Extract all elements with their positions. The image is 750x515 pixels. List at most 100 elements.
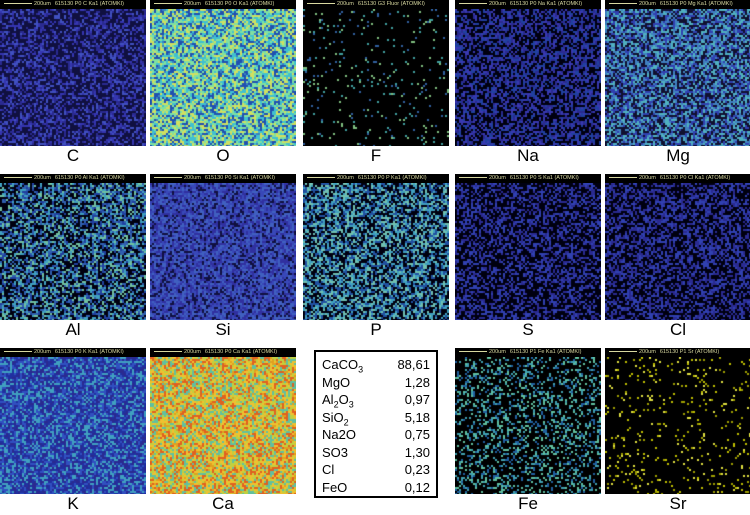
map-title: 615130 G3 Fluor (ATOMKI) (357, 1, 425, 7)
element-map-al: 200um 615130 P0 Al Ka1 (ATOMKI) (0, 174, 146, 320)
map-title: 615130 P0 Na Ka1 (ATOMKI) (509, 1, 583, 7)
subscript: 3 (348, 399, 354, 410)
map-header: 200um 615130 P0 Al Ka1 (ATOMKI) (0, 174, 146, 183)
map-title: 615130 P0 O Ka1 (ATOMKI) (204, 1, 275, 7)
element-map-mg: 200um 615130 P0 Mg Ka1 (ATOMKI) (605, 0, 750, 146)
map-header: 200um 615130 P0 Mg Ka1 (ATOMKI) (605, 0, 750, 9)
scale-label: 200um (639, 349, 656, 355)
composition-row: SO3 1,30 (322, 444, 430, 462)
map-title: 615130 P0 Cl Ka1 (ATOMKI) (659, 175, 731, 181)
scale-label: 200um (34, 349, 51, 355)
element-map-na: 200um 615130 P0 Na Ka1 (ATOMKI) (455, 0, 601, 146)
map-image (0, 9, 146, 146)
formula-part: SO3 (322, 444, 349, 460)
element-label: P (370, 320, 382, 339)
element-label: S (522, 320, 534, 339)
compound-value: 0,97 (404, 392, 430, 407)
element-label: Mg (666, 146, 690, 165)
scale-label: 200um (639, 1, 656, 7)
scale-label: 200um (489, 349, 506, 355)
compound-name: SiO2 (322, 409, 349, 428)
map-header: 200um 615130 P1 Sr (ATOMKI) (605, 348, 750, 357)
scale-label: 200um (184, 1, 201, 7)
scale-bar (154, 351, 182, 353)
map-title: 615130 P0 Ca Ka1 (ATOMKI) (204, 349, 278, 355)
map-title: 615130 P0 K Ka1 (ATOMKI) (54, 349, 124, 355)
scale-bar (307, 3, 335, 5)
map-image (303, 9, 449, 146)
composition-row: MgO 1,28 (322, 374, 430, 392)
scale-label: 200um (337, 175, 354, 181)
scale-label: 200um (34, 175, 51, 181)
compound-value: 0,75 (404, 427, 430, 442)
element-map-c: 200um 615130 P0 C Ka1 (ATOMKI) (0, 0, 146, 146)
element-label: Na (517, 146, 539, 165)
scale-label: 200um (639, 175, 656, 181)
formula-part: SiO (322, 409, 344, 425)
scale-bar (459, 351, 487, 353)
element-label: Cl (669, 320, 687, 339)
element-map-fe: 200um 615130 P1 Fe Ka1 (ATOMKI) (455, 348, 601, 494)
compound-value: 1,30 (404, 444, 430, 460)
scale-bar (4, 177, 32, 179)
composition-row: Cl 0,23 (322, 461, 430, 479)
element-map-ca: 200um 615130 P0 Ca Ka1 (ATOMKI) (150, 348, 296, 494)
element-map-k: 200um 615130 P0 K Ka1 (ATOMKI) (0, 348, 146, 494)
scale-bar (154, 177, 182, 179)
map-header: 200um 615130 P0 K Ka1 (ATOMKI) (0, 348, 146, 357)
element-label: Sr (669, 494, 687, 513)
scale-bar (4, 351, 32, 353)
element-label: Fe (518, 494, 538, 513)
compound-name: Na2O (322, 426, 356, 444)
scale-label: 200um (337, 1, 354, 7)
map-title: 615130 P0 C Ka1 (ATOMKI) (54, 1, 125, 7)
map-header: 200um 615130 G3 Fluor (ATOMKI) (303, 0, 449, 9)
formula-part: Al (322, 392, 334, 407)
element-map-p: 200um 615130 P0 P Ka1 (ATOMKI) (303, 174, 449, 320)
element-label: Al (65, 320, 81, 339)
scale-bar (154, 3, 182, 5)
map-header: 200um 615130 P0 Ca Ka1 (ATOMKI) (150, 348, 296, 357)
formula-part: CaCO (322, 357, 359, 372)
map-header: 200um 615130 P1 Fe Ka1 (ATOMKI) (455, 348, 601, 357)
composition-row: SiO2 5,18 (322, 409, 430, 428)
element-map-s: 200um 615130 P0 S Ka1 (ATOMKI) (455, 174, 601, 320)
element-map-f: 200um 615130 G3 Fluor (ATOMKI) (303, 0, 449, 146)
element-label: O (216, 146, 230, 165)
map-title: 615130 P0 Al Ka1 (ATOMKI) (54, 175, 125, 181)
map-image (150, 9, 296, 146)
formula-part: Cl (322, 462, 335, 477)
element-label: Ca (212, 494, 234, 513)
formula-part: Na2O (322, 427, 356, 442)
map-header: 200um 615130 P0 C Ka1 (ATOMKI) (0, 0, 146, 9)
compound-name: Cl (322, 461, 334, 479)
map-image (455, 9, 601, 146)
map-image (605, 9, 750, 146)
compound-name: FeO (322, 479, 347, 497)
element-label: F (370, 146, 382, 165)
map-title: 615130 P0 Si Ka1 (ATOMKI) (204, 175, 275, 181)
map-image (0, 183, 146, 320)
scale-label: 200um (184, 175, 201, 181)
element-map-si: 200um 615130 P0 Si Ka1 (ATOMKI) (150, 174, 296, 320)
map-header: 200um 615130 P0 Si Ka1 (ATOMKI) (150, 174, 296, 183)
map-image (150, 357, 296, 494)
map-image (605, 357, 750, 494)
scale-bar (307, 177, 335, 179)
map-image (303, 183, 449, 320)
scale-bar (609, 3, 637, 5)
scale-label: 200um (489, 1, 506, 7)
map-header: 200um 615130 P0 Na Ka1 (ATOMKI) (455, 0, 601, 9)
subscript: 2 (333, 399, 339, 410)
scale-bar (609, 351, 637, 353)
composition-table: CaCO3 88,61 MgO 1,28 Al2O3 0,97 SiO2 5,18 Na2O 0,… (314, 350, 438, 498)
map-image (150, 183, 296, 320)
map-title: 615130 P0 Mg Ka1 (ATOMKI) (659, 1, 733, 7)
element-label: K (67, 494, 79, 513)
map-image (455, 183, 601, 320)
map-image (0, 357, 146, 494)
element-label: Si (215, 320, 231, 339)
compound-name: Al2O3 (322, 391, 354, 410)
scale-bar (609, 177, 637, 179)
scale-label: 200um (34, 1, 51, 7)
